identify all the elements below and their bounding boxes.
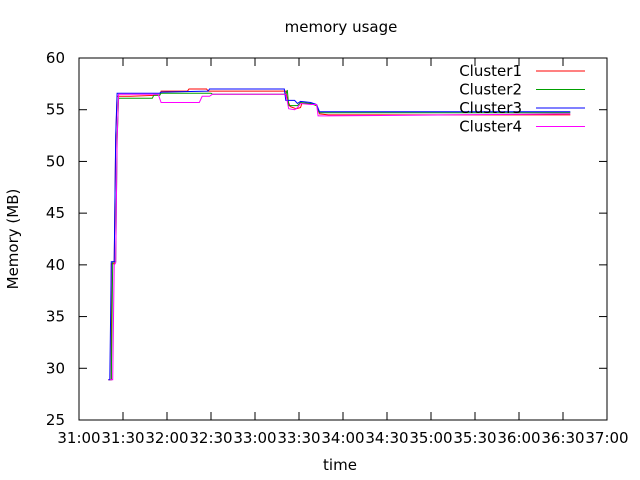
y-tick-label: 50 — [46, 152, 65, 170]
y-tick-label: 30 — [46, 359, 65, 377]
x-tick-label: 33:30 — [277, 429, 320, 447]
x-tick-label: 34:30 — [365, 429, 408, 447]
legend-label-cluster4: Cluster4 — [459, 118, 522, 136]
y-axis: 25 30 35 40 45 50 55 60 — [46, 49, 607, 429]
x-tick-label: 33:00 — [233, 429, 276, 447]
x-tick-label: 32:30 — [189, 429, 232, 447]
legend-label-cluster3: Cluster3 — [459, 99, 522, 117]
x-axis-label: time — [323, 456, 357, 474]
y-tick-label: 60 — [46, 49, 65, 67]
y-axis-label: Memory (MB) — [4, 189, 22, 290]
series-line-cluster3 — [108, 88, 571, 381]
series-line-cluster4 — [109, 93, 571, 381]
y-tick-label: 40 — [46, 256, 65, 274]
chart-title: memory usage — [285, 18, 398, 36]
x-tick-label: 32:00 — [145, 429, 188, 447]
y-tick-label: 45 — [46, 204, 65, 222]
y-tick-label: 35 — [46, 308, 65, 326]
x-axis: 31:00 31:30 32:00 32:30 33:00 33:30 34:00 34:30… — [57, 58, 629, 447]
y-tick-label: 25 — [46, 411, 65, 429]
x-tick-label: 31:00 — [57, 429, 100, 447]
legend-label-cluster1: Cluster1 — [459, 62, 522, 80]
x-tick-label: 35:30 — [453, 429, 496, 447]
x-tick-label: 36:00 — [497, 429, 540, 447]
x-tick-label: 31:30 — [101, 429, 144, 447]
x-tick-label: 36:30 — [541, 429, 584, 447]
x-tick-label: 37:00 — [585, 429, 628, 447]
x-tick-label: 34:00 — [321, 429, 364, 447]
y-tick-label: 55 — [46, 101, 65, 119]
legend-label-cluster2: Cluster2 — [459, 81, 522, 99]
series-lines — [108, 88, 571, 381]
x-tick-label: 35:00 — [409, 429, 452, 447]
